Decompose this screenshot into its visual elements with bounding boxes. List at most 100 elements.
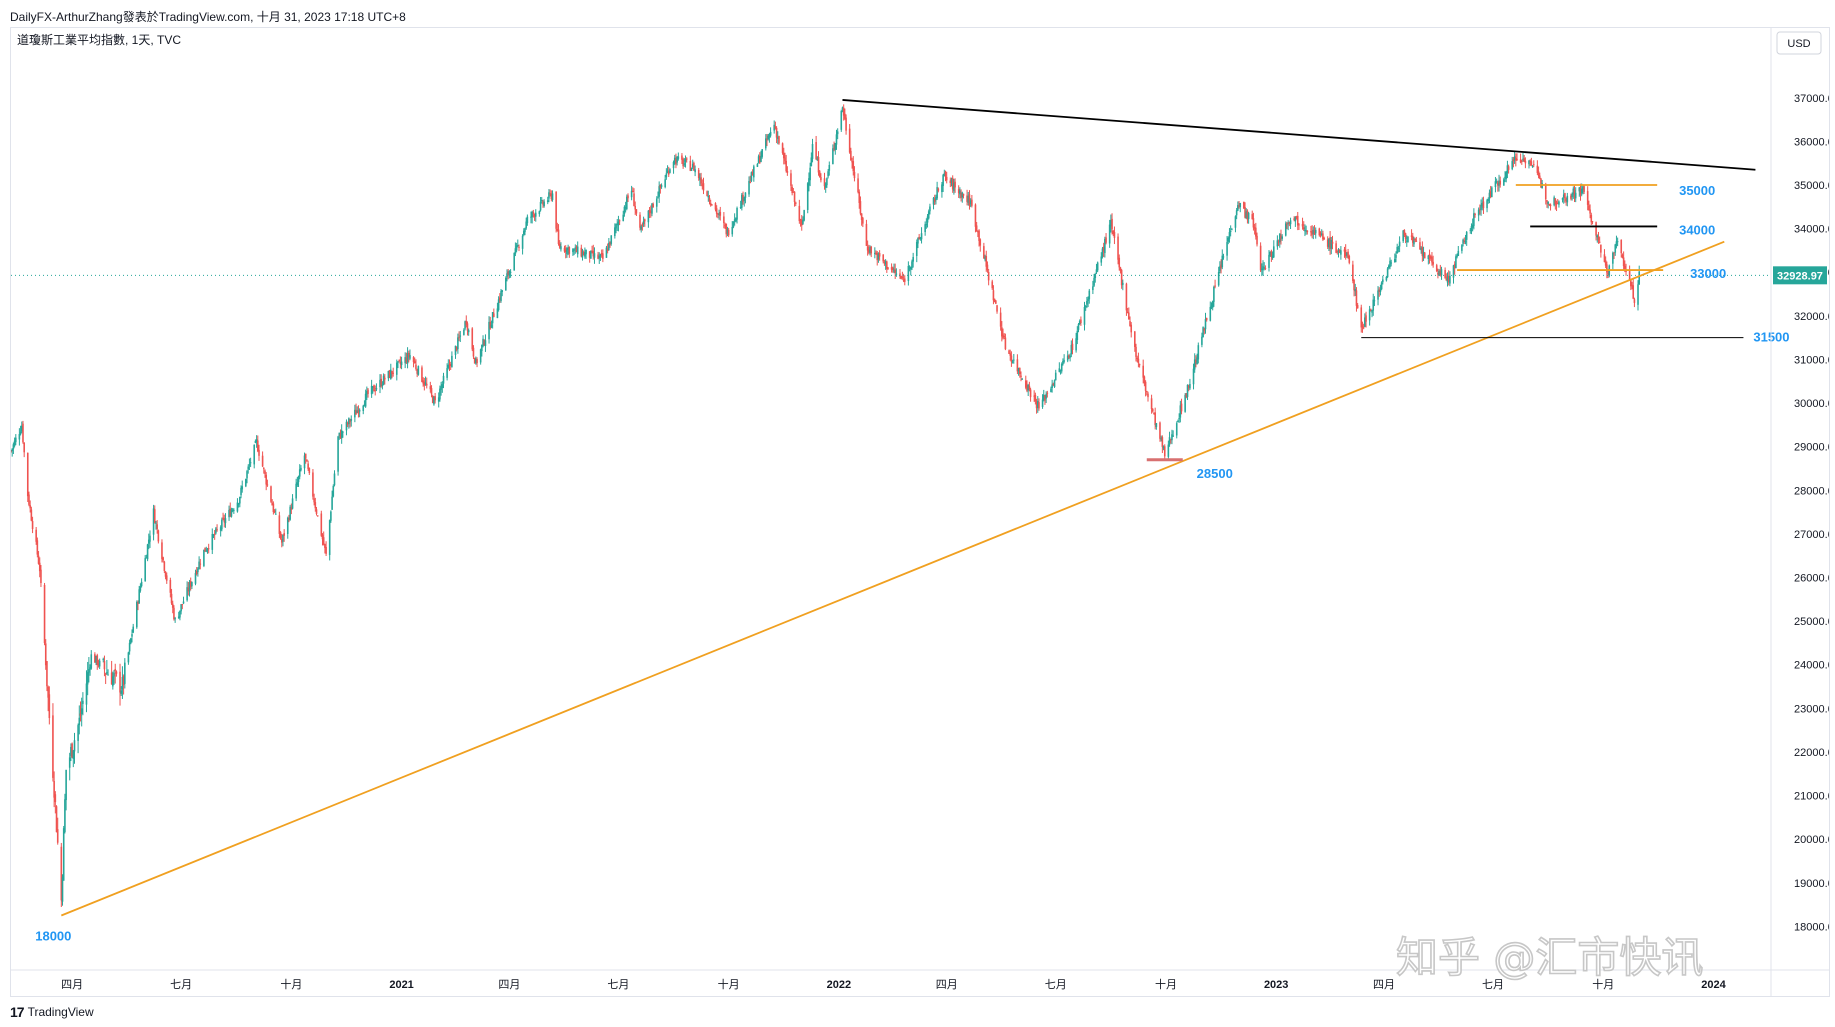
candle: [367, 388, 369, 398]
candle-body: [753, 166, 755, 178]
candle-body: [197, 568, 199, 573]
candle: [113, 669, 115, 685]
candle-body: [833, 147, 835, 149]
candle-body: [1171, 434, 1173, 441]
candle: [573, 248, 575, 256]
candle-body: [818, 171, 821, 178]
candle: [993, 298, 996, 303]
chart-frame[interactable]: 180002850031500330003400035000 37000.003…: [10, 27, 1835, 997]
candle-body: [761, 149, 764, 157]
candle: [574, 244, 577, 254]
candle: [592, 244, 595, 260]
candle-body: [1263, 267, 1266, 269]
price-tick-label: 31000.00: [1794, 354, 1829, 366]
candle-body: [139, 586, 142, 591]
candle-body: [917, 238, 919, 244]
candle: [726, 226, 729, 237]
candle-body: [47, 686, 49, 698]
candle-body: [1319, 233, 1322, 235]
candle-body: [533, 214, 536, 217]
candle-body: [1326, 239, 1329, 247]
candle-body: [417, 366, 420, 375]
candle: [286, 516, 289, 539]
candle-body: [1051, 384, 1053, 388]
candle-body: [685, 158, 688, 160]
candle: [756, 162, 759, 168]
candle: [626, 194, 628, 211]
candle: [106, 660, 108, 675]
candle-body: [44, 643, 47, 666]
candle-body: [759, 155, 761, 163]
candle-body: [836, 131, 839, 135]
candle-body: [187, 587, 190, 592]
candle: [823, 172, 826, 190]
candle-body: [1549, 204, 1552, 207]
candle: [1538, 172, 1541, 180]
candle: [1009, 349, 1012, 361]
candle-body: [186, 587, 188, 601]
candle: [715, 205, 718, 218]
candle-body: [1192, 368, 1195, 385]
candle-body: [102, 658, 105, 661]
candle: [54, 791, 57, 814]
candle: [357, 405, 360, 418]
candle-body: [421, 367, 423, 382]
candle: [349, 418, 351, 428]
candle: [718, 209, 720, 220]
candle-body: [270, 486, 272, 502]
candle-body: [350, 418, 353, 421]
candle-body: [516, 245, 519, 247]
footer-brand-label: TradingView: [27, 1005, 94, 1019]
candle-body: [1435, 265, 1438, 272]
candle: [52, 703, 54, 782]
candle: [13, 437, 16, 448]
candle: [82, 692, 84, 716]
candle-body: [1595, 222, 1597, 236]
candle: [667, 166, 670, 178]
candle-body: [717, 213, 719, 215]
candle-body: [1143, 376, 1146, 384]
candle: [1405, 235, 1408, 247]
candle: [834, 142, 837, 155]
candle: [207, 543, 210, 554]
candle-body: [88, 669, 90, 673]
candle: [875, 250, 877, 255]
candle: [1336, 249, 1339, 255]
candle-body: [1456, 255, 1458, 257]
currency-button[interactable]: [1776, 31, 1822, 55]
candle: [279, 531, 282, 540]
candle: [1034, 392, 1037, 405]
footer-brand[interactable]: 17 TradingView: [10, 1004, 94, 1020]
candle-body: [463, 329, 465, 335]
candle-body: [1329, 237, 1331, 249]
candle: [844, 108, 846, 121]
candle: [1180, 398, 1183, 415]
candle-body: [64, 799, 66, 832]
candle: [249, 457, 252, 468]
candle: [1373, 296, 1376, 307]
candle-body: [395, 362, 398, 375]
candle-body: [1615, 241, 1618, 246]
candle-body: [1203, 328, 1206, 331]
candle-body: [827, 171, 829, 177]
candle: [231, 507, 234, 513]
candle-body: [985, 255, 988, 267]
candle: [996, 304, 998, 314]
candle: [56, 817, 59, 845]
candle: [131, 629, 133, 643]
candle: [1388, 264, 1390, 270]
candle-body: [1070, 344, 1073, 355]
candle-body: [179, 610, 181, 618]
candle: [673, 154, 676, 165]
candle: [1524, 157, 1527, 169]
candle-body: [471, 328, 474, 350]
candle: [1372, 293, 1375, 316]
candle-body: [72, 750, 75, 759]
candle-body: [473, 357, 476, 364]
candle-body: [13, 440, 16, 447]
candle: [766, 133, 768, 147]
price-chart[interactable]: 180002850031500330003400035000 37000.003…: [10, 28, 1835, 996]
candle-body: [459, 335, 462, 337]
candle: [149, 530, 151, 548]
candle-body: [1112, 230, 1115, 234]
